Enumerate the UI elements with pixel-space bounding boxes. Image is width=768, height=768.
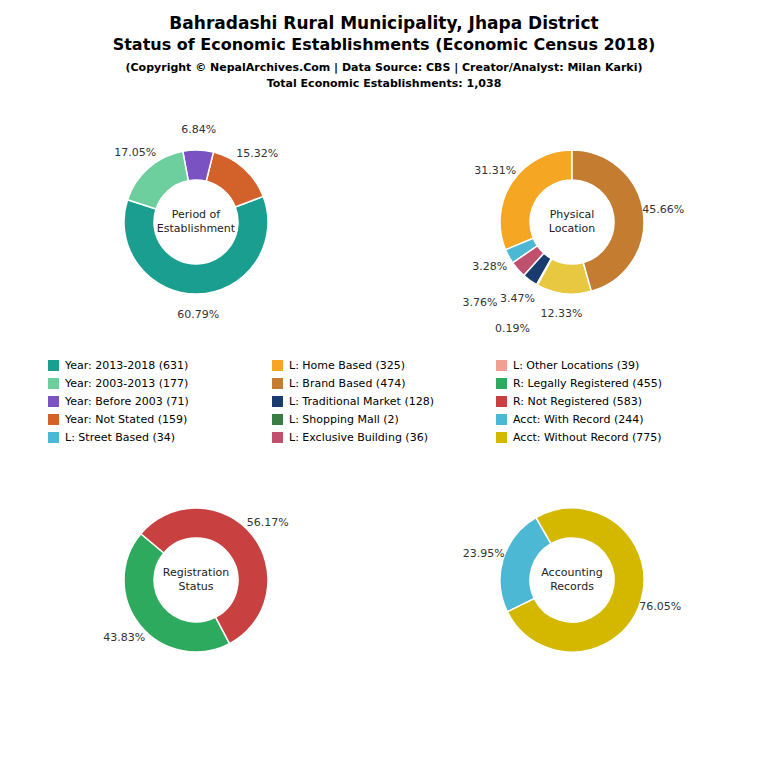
html-text:L: Other Locations (39): L: Other Locations (39) bbox=[513, 358, 640, 372]
svg-text:45.66%: 45.66% bbox=[642, 203, 684, 216]
svg-text:12.33%: 12.33% bbox=[540, 307, 582, 320]
html-text:Registration: Registration bbox=[162, 566, 230, 579]
svg-text:60.79%: 60.79% bbox=[177, 308, 219, 321]
html-text:Establishment: Establishment bbox=[156, 222, 236, 235]
html-text:Year: Not Stated (159): Year: Not Stated (159) bbox=[65, 412, 188, 426]
html-text:Year: Before 2003 (71): Year: Before 2003 (71) bbox=[65, 394, 189, 408]
html-text:L: Brand Based (474): L: Brand Based (474) bbox=[289, 376, 406, 390]
html-text:Status: Status bbox=[178, 580, 214, 593]
html-text:Status of Economic Establishme: Status of Economic Establishments (Econo… bbox=[112, 35, 656, 54]
html-text:R: Not Registered (583): R: Not Registered (583) bbox=[513, 394, 643, 408]
html-text:Bahradashi Rural Municipality,: Bahradashi Rural Municipality, Jhapa Dis… bbox=[169, 13, 599, 33]
svg-text:15.32%: 15.32% bbox=[236, 147, 278, 160]
html-text:Year: 2003-2013 (177): Year: 2003-2013 (177) bbox=[65, 376, 189, 390]
html-text:(Copyright © NepalArchives.Com: (Copyright © NepalArchives.Com | Data So… bbox=[125, 61, 643, 74]
html-text:L: Shopping Mall (2): L: Shopping Mall (2) bbox=[289, 412, 399, 426]
svg-text:6.84%: 6.84% bbox=[181, 123, 216, 136]
svg-text:3.47%: 3.47% bbox=[500, 292, 535, 305]
html-text:Location: Location bbox=[548, 222, 596, 235]
svg-text:56.17%: 56.17% bbox=[247, 516, 289, 529]
html-text:Physical: Physical bbox=[549, 208, 595, 221]
svg-text:17.05%: 17.05% bbox=[114, 146, 156, 159]
svg-text:43.83%: 43.83% bbox=[103, 631, 145, 644]
html-text:R: Legally Registered (455): R: Legally Registered (455) bbox=[513, 376, 662, 390]
svg-text:0.19%: 0.19% bbox=[495, 322, 530, 335]
html-text:L: Home Based (325): L: Home Based (325) bbox=[289, 358, 406, 372]
html-text:L: Street Based (34): L: Street Based (34) bbox=[65, 430, 176, 444]
html-text:L: Traditional Market (128): L: Traditional Market (128) bbox=[289, 394, 434, 408]
svg-text:3.28%: 3.28% bbox=[472, 260, 507, 273]
svg-text:31.31%: 31.31% bbox=[474, 164, 516, 177]
html-text:Period of: Period of bbox=[171, 208, 221, 221]
html-text:Acct: With Record (244): Acct: With Record (244) bbox=[513, 412, 644, 426]
html-text:Year: 2013-2018 (631): Year: 2013-2018 (631) bbox=[65, 358, 189, 372]
html-text:Acct: Without Record (775): Acct: Without Record (775) bbox=[513, 430, 662, 444]
html-text:Records: Records bbox=[550, 580, 594, 593]
svg-text:76.05%: 76.05% bbox=[639, 600, 681, 613]
svg-text:3.76%: 3.76% bbox=[463, 296, 498, 309]
html-text:L: Exclusive Building (36): L: Exclusive Building (36) bbox=[289, 430, 428, 444]
svg-text:23.95%: 23.95% bbox=[463, 547, 505, 560]
html-text:Total Economic Establishments:: Total Economic Establishments: 1,038 bbox=[266, 77, 502, 90]
html-text:Accounting: Accounting bbox=[541, 566, 603, 579]
